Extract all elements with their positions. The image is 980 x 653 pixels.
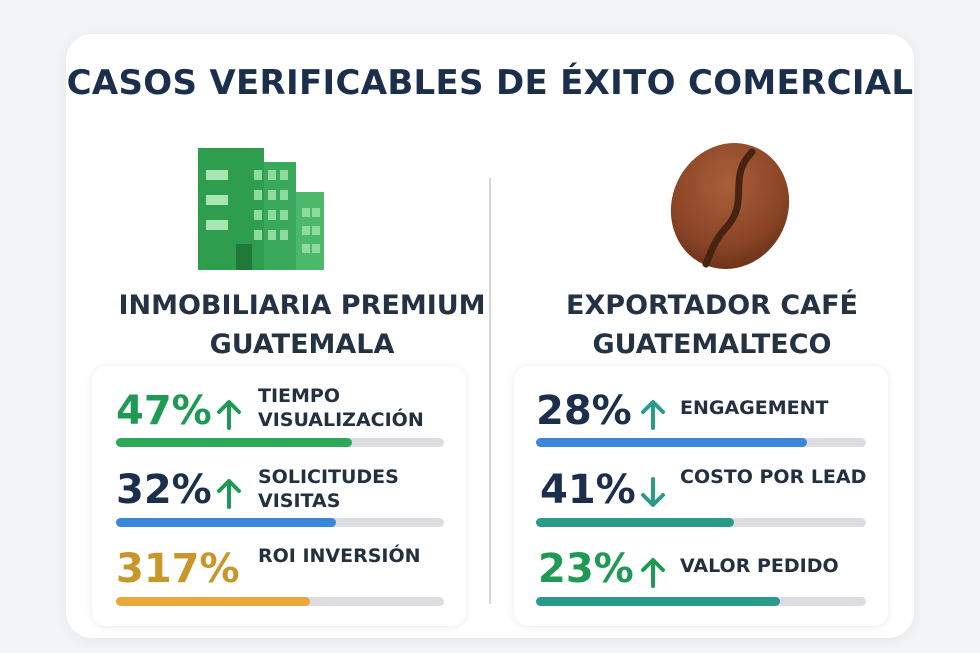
- coffee-bean-icon: [670, 143, 790, 269]
- arrow-up-icon: [641, 400, 665, 430]
- building-icon: [198, 148, 324, 270]
- column-divider: [489, 178, 491, 604]
- metric-label: VALOR PEDIDO: [680, 555, 839, 577]
- progress-fill: [116, 597, 310, 606]
- metric-value: 41%: [540, 467, 636, 513]
- metric-label: ENGAGEMENT: [680, 397, 829, 419]
- metric-label: SOLICITUDES VISITAS: [258, 466, 399, 512]
- metric-item: 317% ROI INVERSIÓN: [92, 534, 466, 614]
- metrics-panel-left: 47% TIEMPO VISUALIZACIÓN 32% SOLICITUDES…: [92, 366, 466, 626]
- metric-value: 317%: [116, 546, 240, 592]
- progress-track: [536, 597, 866, 606]
- progress-track: [116, 518, 444, 527]
- metric-label: COSTO POR LEAD: [680, 466, 867, 488]
- progress-track: [116, 438, 444, 447]
- company-name-right: EXPORTADOR CAFÉ GUATEMALTECO: [566, 290, 858, 360]
- metric-item: 41% COSTO POR LEAD: [514, 455, 888, 535]
- company-name-left: INMOBILIARIA PREMIUM GUATEMALA: [118, 290, 486, 360]
- progress-track: [116, 597, 444, 606]
- metric-item: 47% TIEMPO VISUALIZACIÓN: [92, 376, 466, 456]
- metric-label: ROI INVERSIÓN: [258, 545, 421, 567]
- progress-track: [536, 518, 866, 527]
- arrow-up-icon: [217, 400, 241, 430]
- arrow-up-icon: [217, 479, 241, 509]
- metric-value: 32%: [116, 467, 212, 513]
- progress-fill: [536, 438, 807, 447]
- progress-fill: [536, 597, 781, 606]
- metrics-panel-right: 28% ENGAGEMENT 41% COSTO POR LEAD 23% VA…: [514, 366, 888, 626]
- metric-item: 32% SOLICITUDES VISITAS: [92, 455, 466, 535]
- metric-item: 23% VALOR PEDIDO: [514, 534, 888, 614]
- metric-value: 28%: [536, 388, 632, 434]
- progress-fill: [116, 518, 336, 527]
- arrow-up-icon: [641, 558, 665, 588]
- progress-fill: [116, 438, 353, 447]
- arrow-down-icon: [641, 477, 665, 507]
- progress-fill: [536, 518, 734, 527]
- metric-item: 28% ENGAGEMENT: [514, 376, 888, 456]
- metric-label: TIEMPO VISUALIZACIÓN: [258, 385, 424, 431]
- metric-value: 47%: [116, 388, 212, 434]
- page-title: CASOS VERIFICABLES DE ÉXITO COMERCIAL: [66, 63, 914, 103]
- metric-value: 23%: [538, 546, 634, 592]
- progress-track: [536, 438, 866, 447]
